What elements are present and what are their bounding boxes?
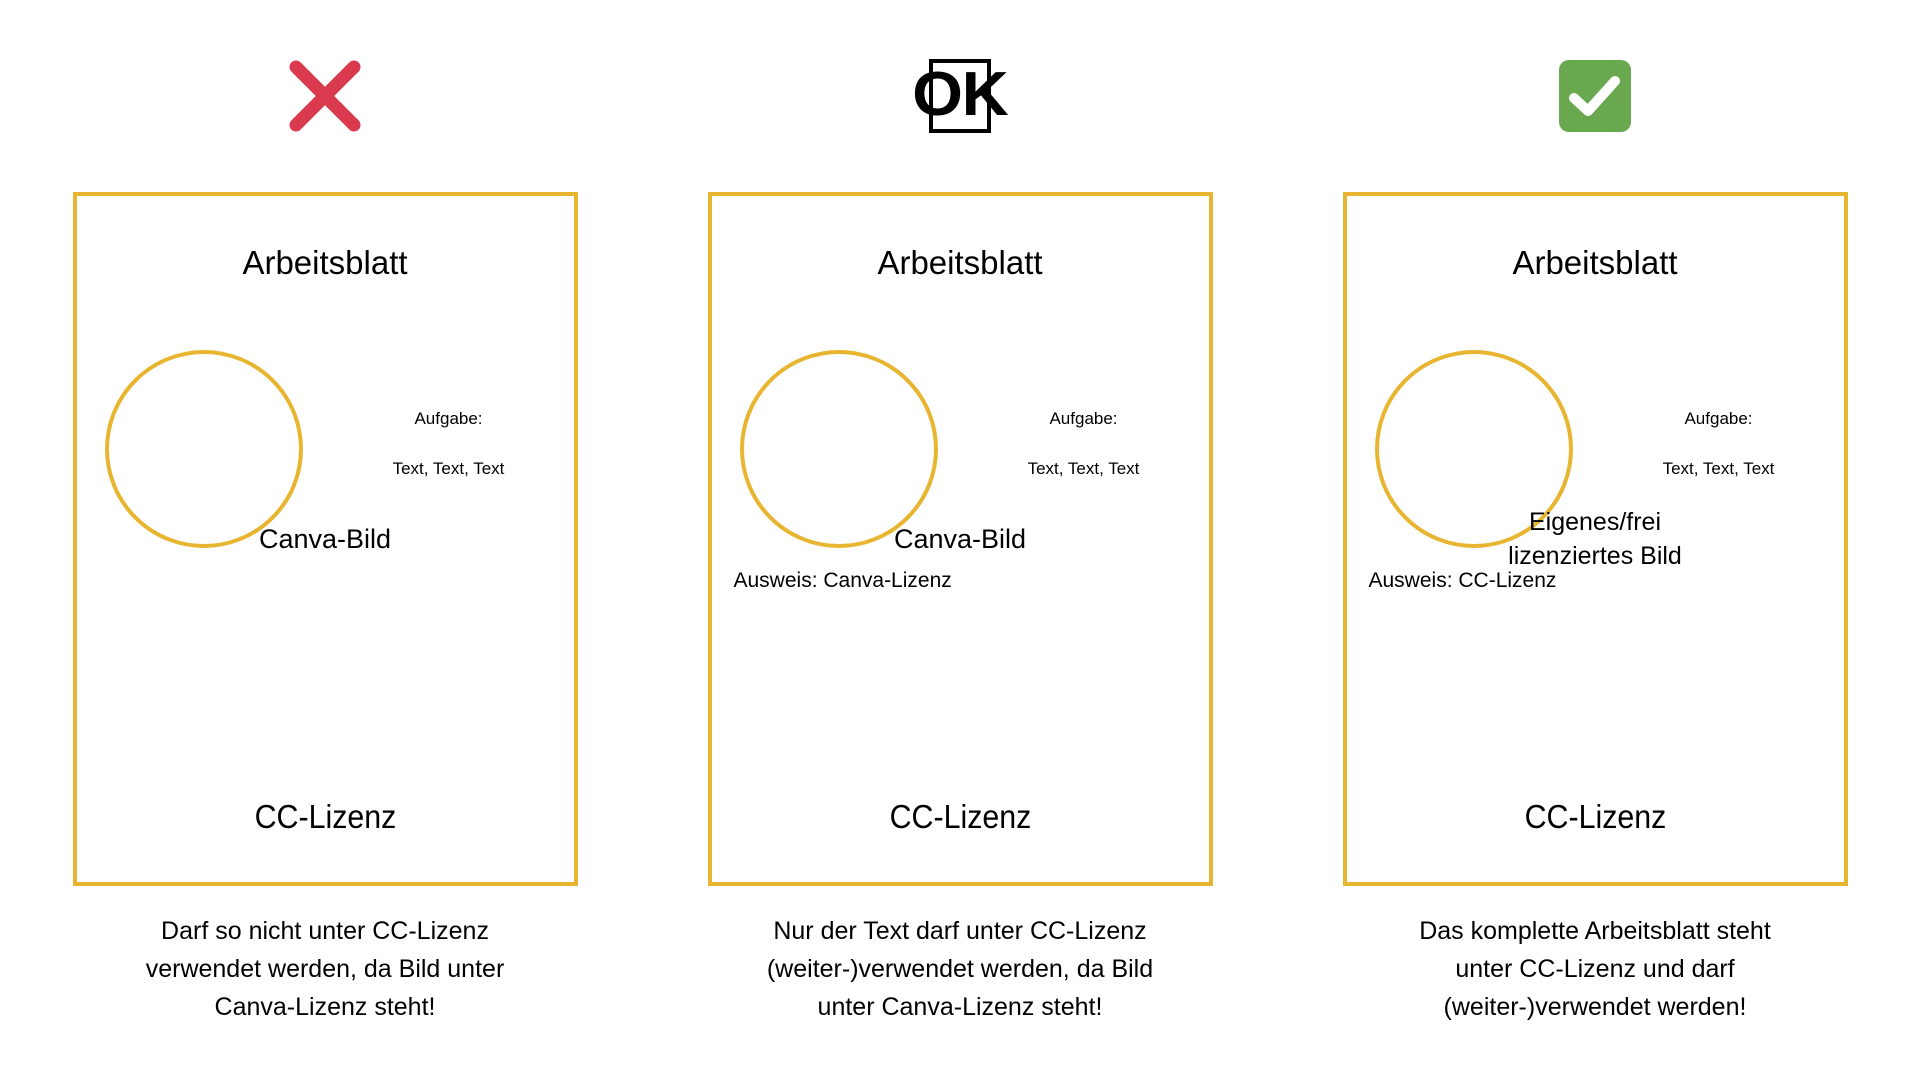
image-placeholder-label: Eigenes/frei lizenziertes Bild: [1508, 508, 1682, 570]
task-body: Text, Text, Text: [1027, 459, 1140, 478]
image-placeholder-label: Canva-Bild: [258, 524, 392, 554]
column-caption: Das komplette Arbeitsblatt steht unter C…: [1419, 917, 1771, 1021]
worksheet-title: Arbeitsblatt: [1512, 244, 1678, 281]
task-block: Aufgabe: Text, Text, Text: [974, 408, 1194, 480]
worksheet-license-footer: CC-Lizenz: [254, 798, 396, 835]
worksheet-license-footer: CC-Lizenz: [889, 798, 1031, 835]
worksheet-license-footer: CC-Lizenz: [1524, 798, 1666, 835]
ok-box-icon: OK: [912, 59, 1009, 133]
column-caption: Darf so nicht unter CC-Lizenz verwendet …: [145, 917, 505, 1021]
task-body: Text, Text, Text: [392, 459, 505, 478]
image-placeholder-circle: [1374, 350, 1573, 548]
worksheet-title: Arbeitsblatt: [242, 244, 408, 281]
green-check-icon: [1559, 60, 1631, 132]
license-note: Ausweis: CC-Lizenz: [1368, 569, 1557, 592]
ok-box-label: OK: [912, 59, 1009, 129]
worksheet-card: Arbeitsblatt Eigenes/frei lizenziertes B…: [1342, 192, 1848, 886]
red-cross-icon: [283, 54, 367, 138]
task-body: Text, Text, Text: [1662, 459, 1775, 478]
status-badge-slot: OK: [708, 0, 1213, 192]
license-note: Ausweis: Canva-Lizenz: [733, 569, 952, 592]
status-badge-slot: [73, 0, 578, 192]
task-heading: Aufgabe:: [1049, 409, 1118, 428]
comparison-column-ok: OK Arbeitsblatt Canva-Bild Aufgabe: Text…: [707, 0, 1213, 1080]
comparison-column-allowed: Arbeitsblatt Eigenes/frei lizenziertes B…: [1342, 0, 1848, 1080]
image-placeholder-circle: [739, 350, 938, 548]
comparison-column-not-allowed: Arbeitsblatt Canva-Bild Aufgabe: Text, T…: [72, 0, 578, 1080]
image-placeholder-circle: [104, 350, 303, 548]
column-caption: Nur der Text darf unter CC-Lizenz (weite…: [766, 917, 1154, 1021]
task-block: Aufgabe: Text, Text, Text: [339, 408, 559, 480]
worksheet-card: Arbeitsblatt Canva-Bild Aufgabe: Text, T…: [707, 192, 1213, 886]
image-placeholder-label: Canva-Bild: [893, 524, 1027, 554]
task-block: Aufgabe: Text, Text, Text: [1609, 408, 1829, 480]
status-badge-slot: [1343, 0, 1848, 192]
task-heading: Aufgabe:: [414, 409, 483, 428]
worksheet-title: Arbeitsblatt: [877, 244, 1043, 281]
worksheet-card: Arbeitsblatt Canva-Bild Aufgabe: Text, T…: [72, 192, 578, 886]
task-heading: Aufgabe:: [1684, 409, 1753, 428]
